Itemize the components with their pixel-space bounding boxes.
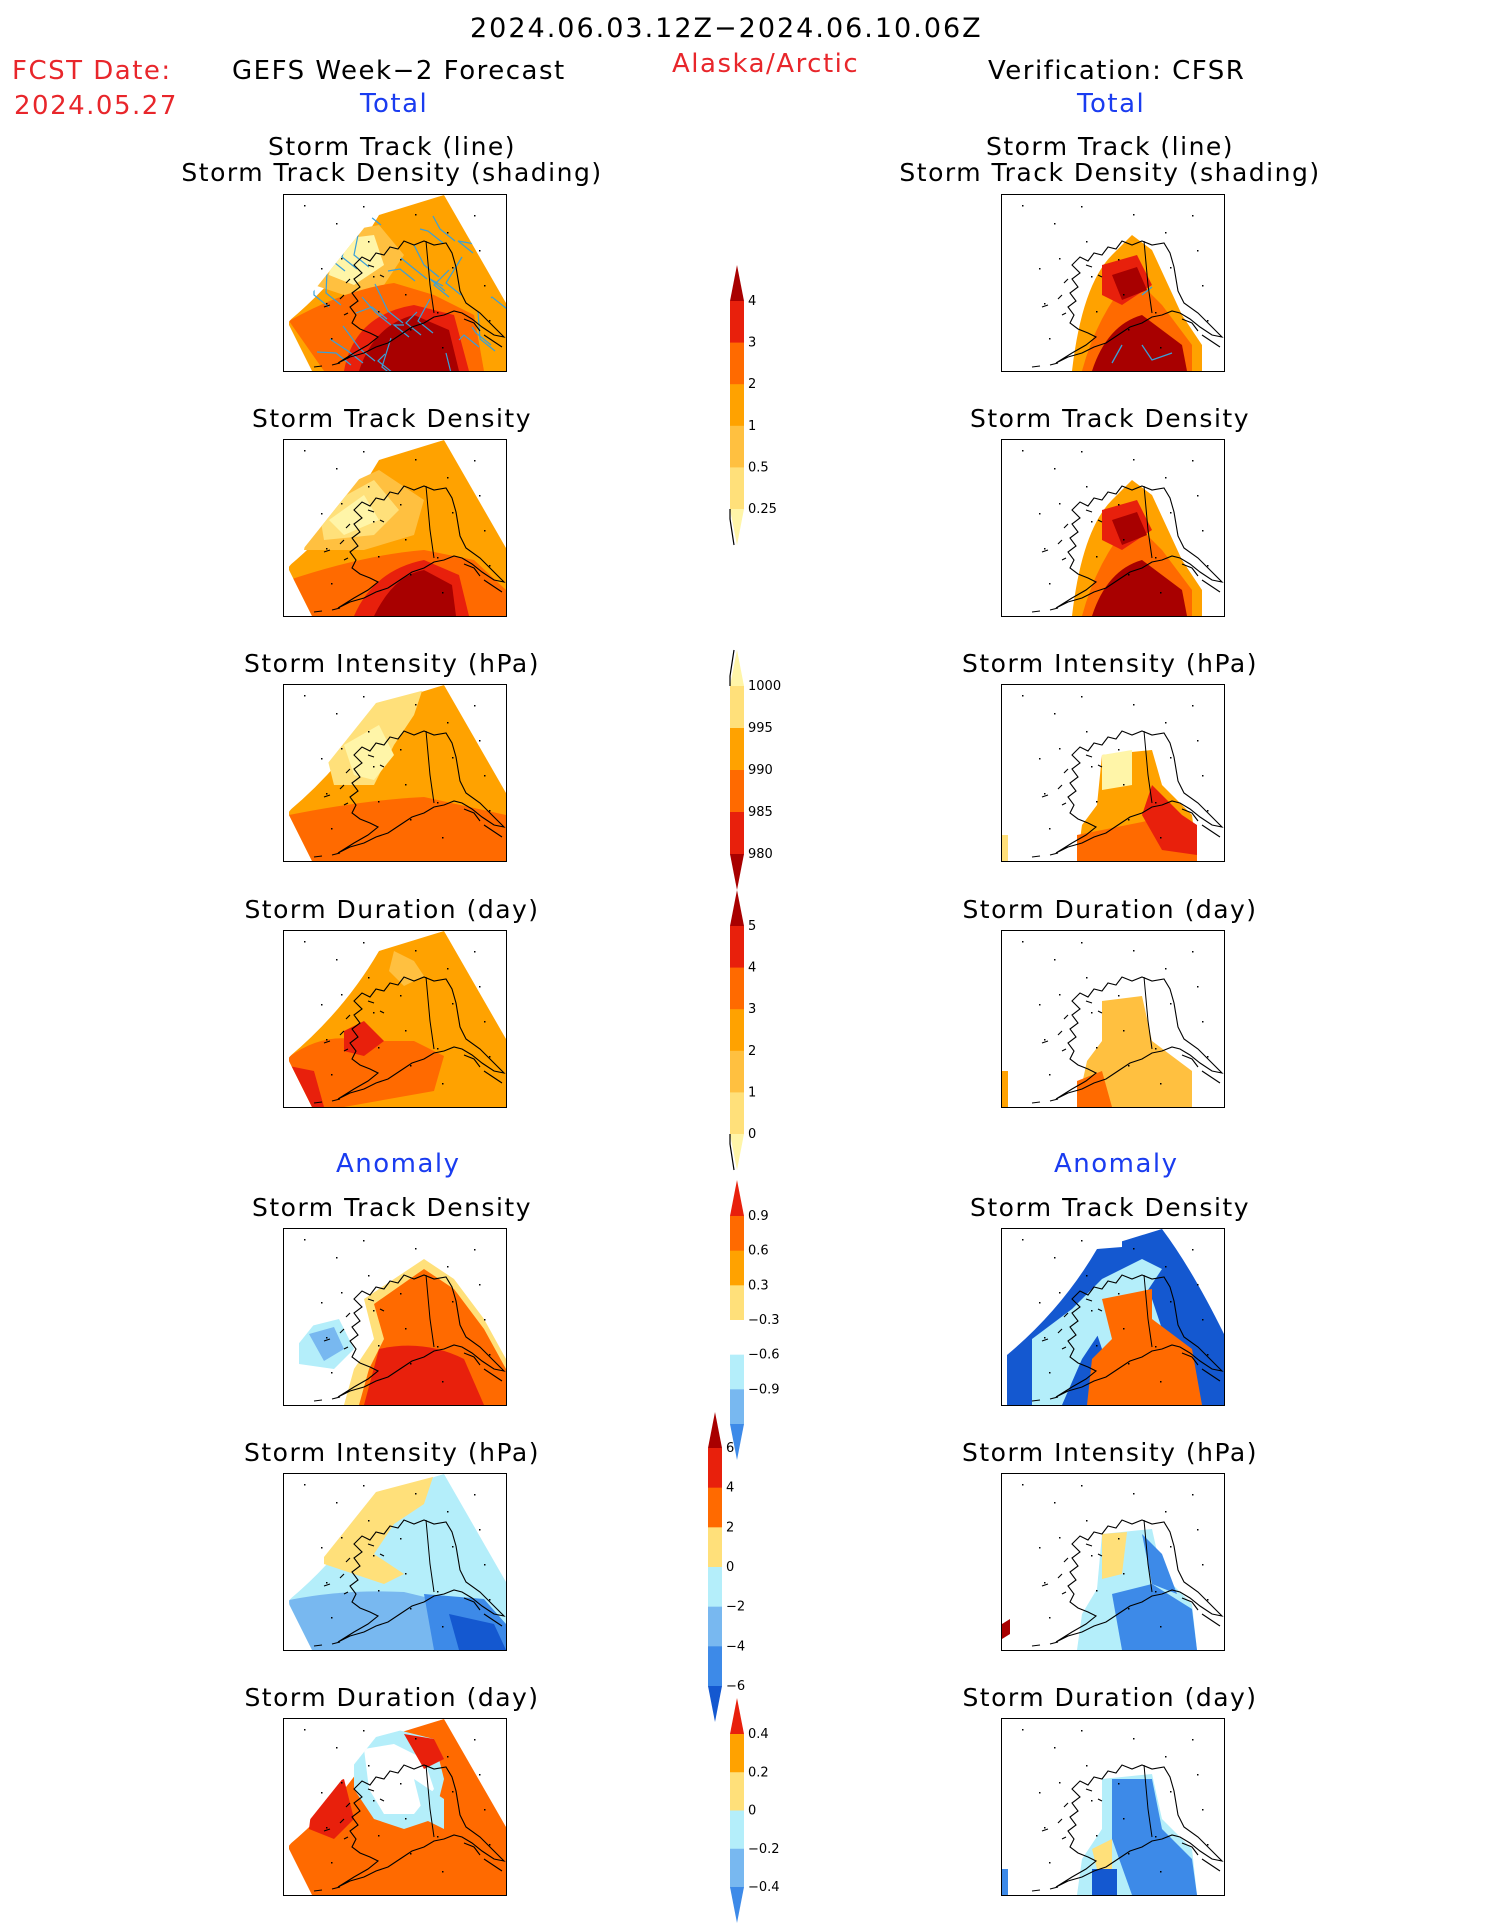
total-label-right: Total (1077, 89, 1146, 119)
colorbar-tick-label: 4 (748, 961, 756, 976)
colorbar-tick-label: −4 (726, 1639, 745, 1654)
colorbar-tick-label: 0 (748, 1127, 756, 1142)
colorbar-tick-label: 0.2 (748, 1765, 769, 1780)
colorbar-tick-label: −6 (726, 1679, 745, 1694)
colorbar-tick-label: 985 (748, 805, 773, 820)
colorbar-tick-label: 2 (748, 1044, 756, 1059)
colorbar-tick-label: 3 (748, 1002, 756, 1017)
map-forecast-density-anomaly (283, 1228, 507, 1406)
map-forecast-track (283, 194, 507, 372)
colorbar-tick-label: 6 (726, 1441, 734, 1456)
colorbar-density-total: 4 3 2 1 0.5 0.25 (722, 265, 792, 546)
map-verif-duration (1001, 930, 1225, 1108)
fcst-date-label: FCST Date: (12, 56, 172, 86)
left-track-line-title: Storm Track (line) (267, 132, 517, 161)
right-anom-duration-title: Storm Duration (day) (962, 1683, 1258, 1712)
colorbar-tick-label: 0 (726, 1560, 734, 1575)
map-verif-density (1001, 439, 1225, 617)
colorbar-density-anomaly: 0.9 0.6 0.3 −0.3 −0.6 −0.9 (722, 1180, 802, 1460)
colorbar-tick-label: 990 (748, 763, 773, 778)
left-duration-title: Storm Duration (day) (244, 895, 540, 924)
left-intensity-title: Storm Intensity (hPa) (244, 649, 540, 678)
colorbar-tick-label: −0.9 (748, 1382, 780, 1397)
colorbar-tick-label: −0.4 (748, 1880, 780, 1895)
left-track-shading-title: Storm Track Density (shading) (181, 158, 603, 187)
colorbar-tick-label: 1 (748, 419, 756, 434)
colorbar-intensity-anomaly: 6 4 2 0 −2 −4 −6 (700, 1412, 780, 1722)
left-anom-density-title: Storm Track Density (251, 1193, 532, 1222)
colorbar-tick-label: 1 (748, 1085, 756, 1100)
right-density-title: Storm Track Density (969, 404, 1250, 433)
colorbar-tick-label: 995 (748, 721, 773, 736)
right-track-shading-title: Storm Track Density (shading) (899, 158, 1321, 187)
map-verif-track (1001, 194, 1225, 372)
anomaly-label-right: Anomaly (1054, 1149, 1179, 1179)
right-duration-title: Storm Duration (day) (962, 895, 1258, 924)
fcst-date-value: 2024.05.27 (14, 91, 178, 121)
verification-title: Verification: CFSR (988, 56, 1246, 86)
forecast-title: GEFS Week−2 Forecast (232, 56, 566, 86)
colorbar-tick-label: 4 (748, 294, 756, 309)
map-verif-intensity-anomaly (1001, 1473, 1225, 1651)
colorbar-tick-label: 0 (748, 1804, 756, 1819)
colorbar-intensity-total: 1000 995 990 985 980 (722, 649, 792, 890)
right-anom-density-title: Storm Track Density (969, 1193, 1250, 1222)
right-track-line-title: Storm Track (line) (985, 132, 1235, 161)
colorbar-tick-label: −0.2 (748, 1842, 780, 1857)
colorbar-tick-label: 3 (748, 336, 756, 351)
colorbar-tick-label: −0.3 (748, 1313, 780, 1328)
anomaly-label-left: Anomaly (336, 1149, 461, 1179)
map-verif-duration-anomaly (1001, 1718, 1225, 1896)
colorbar-tick-label: 980 (748, 847, 773, 862)
colorbar-tick-label: 0.3 (748, 1278, 769, 1293)
colorbar-tick-label: 5 (748, 919, 756, 934)
region-title: Alaska/Arctic (672, 49, 860, 79)
map-forecast-density (283, 439, 507, 617)
right-anom-intensity-title: Storm Intensity (hPa) (962, 1438, 1258, 1467)
colorbar-tick-label: 4 (726, 1481, 734, 1496)
colorbar-tick-label: 0.9 (748, 1209, 769, 1224)
left-anom-duration-title: Storm Duration (day) (244, 1683, 540, 1712)
map-verif-intensity (1001, 684, 1225, 862)
colorbar-tick-label: 0.4 (748, 1727, 769, 1742)
left-anom-intensity-title: Storm Intensity (hPa) (244, 1438, 540, 1467)
colorbar-tick-label: −0.6 (748, 1348, 780, 1363)
colorbar-tick-label: 0.5 (748, 460, 769, 475)
colorbar-tick-label: 0.6 (748, 1244, 769, 1259)
right-intensity-title: Storm Intensity (hPa) (962, 649, 1258, 678)
map-forecast-duration (283, 930, 507, 1108)
map-forecast-duration-anomaly (283, 1718, 507, 1896)
colorbar-tick-label: 2 (748, 377, 756, 392)
valid-period: 2024.06.03.12Z−2024.06.10.06Z (470, 13, 983, 44)
colorbar-tick-label: −2 (726, 1600, 745, 1615)
colorbar-tick-label: 2 (726, 1520, 734, 1535)
colorbar-tick-label: 1000 (748, 679, 781, 694)
left-density-title: Storm Track Density (251, 404, 532, 433)
colorbar-duration-anomaly: 0.4 0.2 0 −0.2 −0.4 (722, 1698, 802, 1923)
colorbar-tick-label: 0.25 (748, 502, 777, 517)
total-label-left: Total (360, 89, 429, 119)
colorbar-duration-total: 5 4 3 2 1 0 (722, 890, 792, 1171)
map-forecast-intensity-anomaly (283, 1473, 507, 1651)
map-forecast-intensity (283, 684, 507, 862)
map-verif-density-anomaly (1001, 1228, 1225, 1406)
